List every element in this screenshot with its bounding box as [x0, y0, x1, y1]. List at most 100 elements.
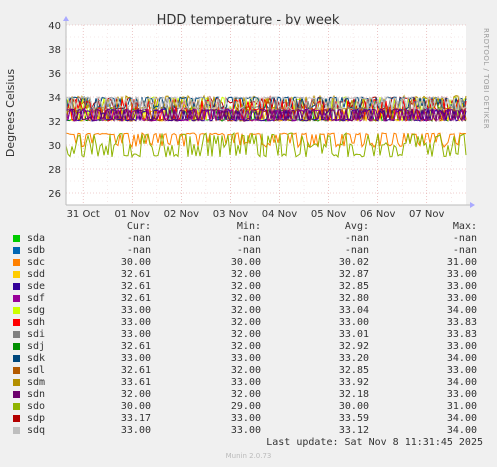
legend-row: sdl 32.61 32.00 32.85 33.00 — [0, 365, 497, 377]
legend-avg-value: 32.80 — [338, 293, 369, 304]
legend-min-value: -nan — [236, 233, 261, 244]
legend-cur-value: 32.61 — [120, 341, 151, 352]
legend-avg-value: 33.20 — [338, 353, 369, 364]
x-tick-label: 31 Oct — [67, 209, 100, 220]
x-axis-arrow-icon — [470, 202, 475, 208]
legend-row: sdg 33.00 32.00 33.04 34.00 — [0, 305, 497, 317]
legend-swatch — [13, 379, 20, 386]
legend-cur-value: 33.00 — [120, 305, 151, 316]
legend-series-name: sdh — [27, 317, 46, 328]
legend-min-value: -nan — [236, 245, 261, 256]
y-tick-label: 40 — [48, 21, 61, 32]
legend-avg-value: 32.92 — [338, 341, 369, 352]
legend-avg-value: 30.02 — [338, 257, 369, 268]
header-avg: Avg: — [344, 221, 369, 232]
legend-swatch — [13, 271, 20, 278]
x-tick-label: 01 Nov — [115, 209, 151, 220]
legend-row: sdp 33.17 33.00 33.59 34.00 — [0, 413, 497, 425]
legend-series-name: sdg — [27, 305, 46, 316]
legend-series-name: sdb — [27, 245, 46, 256]
legend-series-name: sdf — [27, 293, 46, 304]
legend-min-value: 32.00 — [230, 281, 261, 292]
series-line-sde — [65, 107, 467, 122]
legend-min-value: 32.00 — [230, 293, 261, 304]
legend-series-name: sde — [27, 281, 46, 292]
x-tick-label: 05 Nov — [311, 209, 347, 220]
legend-cur-value: 32.61 — [120, 293, 151, 304]
rrdtool-credit: RRDTOOL / TOBI OETIKER — [482, 28, 490, 129]
plot-area — [66, 25, 466, 205]
legend-row: sdm 33.61 33.00 33.92 34.00 — [0, 377, 497, 389]
legend-max-value: 34.00 — [446, 305, 477, 316]
series-lines — [65, 94, 467, 159]
legend-swatch — [13, 319, 20, 326]
legend-row: sdc 30.00 30.00 30.02 31.00 — [0, 257, 497, 269]
legend-cur-value: 33.00 — [120, 425, 151, 436]
header-min: Min: — [236, 221, 261, 232]
legend-series-name: sdp — [27, 413, 46, 424]
legend-cur-value: 30.00 — [120, 401, 151, 412]
legend-max-value: 34.00 — [446, 353, 477, 364]
legend-min-value: 33.00 — [230, 425, 261, 436]
y-tick-label: 28 — [48, 165, 61, 176]
legend-cur-value: 32.61 — [120, 269, 151, 280]
legend-row: sdj 32.61 32.00 32.92 33.00 — [0, 341, 497, 353]
x-tick-label: 07 Nov — [409, 209, 445, 220]
x-tick-label: 02 Nov — [164, 209, 200, 220]
legend-swatch — [13, 355, 20, 362]
y-tick-label: 34 — [48, 93, 61, 104]
x-tick-label: 03 Nov — [213, 209, 249, 220]
legend-max-value: 33.00 — [446, 365, 477, 376]
y-tick-label: 36 — [48, 69, 61, 80]
legend-cur-value: 33.00 — [120, 353, 151, 364]
legend-avg-value: 33.12 — [338, 425, 369, 436]
legend-cur-value: -nan — [126, 233, 151, 244]
legend-swatch — [13, 403, 20, 410]
series-line-sdo — [65, 131, 467, 159]
legend-swatch — [13, 295, 20, 302]
legend-avg-value: 32.87 — [338, 269, 369, 280]
axes — [63, 16, 475, 208]
legend-swatch — [13, 283, 20, 290]
legend-max-value: 33.83 — [446, 329, 477, 340]
munin-version: Munin 2.0.73 — [225, 452, 272, 460]
legend-avg-value: 33.01 — [338, 329, 369, 340]
legend-row: sda -nan -nan -nan -nan — [0, 233, 497, 245]
x-tick-label: 06 Nov — [360, 209, 396, 220]
legend-max-value: 33.00 — [446, 269, 477, 280]
legend-row: sdo 30.00 29.00 30.00 31.00 — [0, 401, 497, 413]
legend-avg-value: 33.59 — [338, 413, 369, 424]
legend-row: sdd 32.61 32.00 32.87 33.00 — [0, 269, 497, 281]
last-update: Last update: Sat Nov 8 11:31:45 2025 — [266, 437, 483, 448]
legend-min-value: 32.00 — [230, 269, 261, 280]
legend-swatch — [13, 343, 20, 350]
legend-swatch — [13, 259, 20, 266]
legend-max-value: 33.00 — [446, 281, 477, 292]
legend-min-value: 32.00 — [230, 341, 261, 352]
legend-max-value: 33.00 — [446, 389, 477, 400]
x-ticks: 31 Oct 01 Nov 02 Nov 03 Nov 04 Nov 05 Nov 06 N… — [67, 209, 445, 220]
legend-series-name: sdo — [27, 401, 46, 412]
legend-swatch — [13, 391, 20, 398]
legend-series-name: sdm — [27, 377, 46, 388]
legend-swatch — [13, 331, 20, 338]
legend-min-value: 33.00 — [230, 413, 261, 424]
legend-swatch — [13, 247, 20, 254]
legend-swatch — [13, 367, 20, 374]
legend-cur-value: 33.17 — [120, 413, 151, 424]
y-ticks: 26 28 30 32 34 36 38 40 — [48, 21, 61, 200]
y-tick-label: 32 — [48, 117, 61, 128]
legend-cur-value: 32.00 — [120, 389, 151, 400]
x-tick-label: 04 Nov — [262, 209, 298, 220]
legend-max-value: 33.00 — [446, 293, 477, 304]
legend-min-value: 32.00 — [230, 329, 261, 340]
legend-row: sdf 32.61 32.00 32.80 33.00 — [0, 293, 497, 305]
legend-avg-value: 32.85 — [338, 365, 369, 376]
y-tick-label: 26 — [48, 189, 61, 200]
chart-title: HDD temperature - by week — [157, 13, 340, 28]
legend-cur-value: 30.00 — [120, 257, 151, 268]
legend-cur-value: 33.00 — [120, 317, 151, 328]
legend-avg-value: -nan — [344, 233, 369, 244]
grid — [66, 24, 466, 206]
